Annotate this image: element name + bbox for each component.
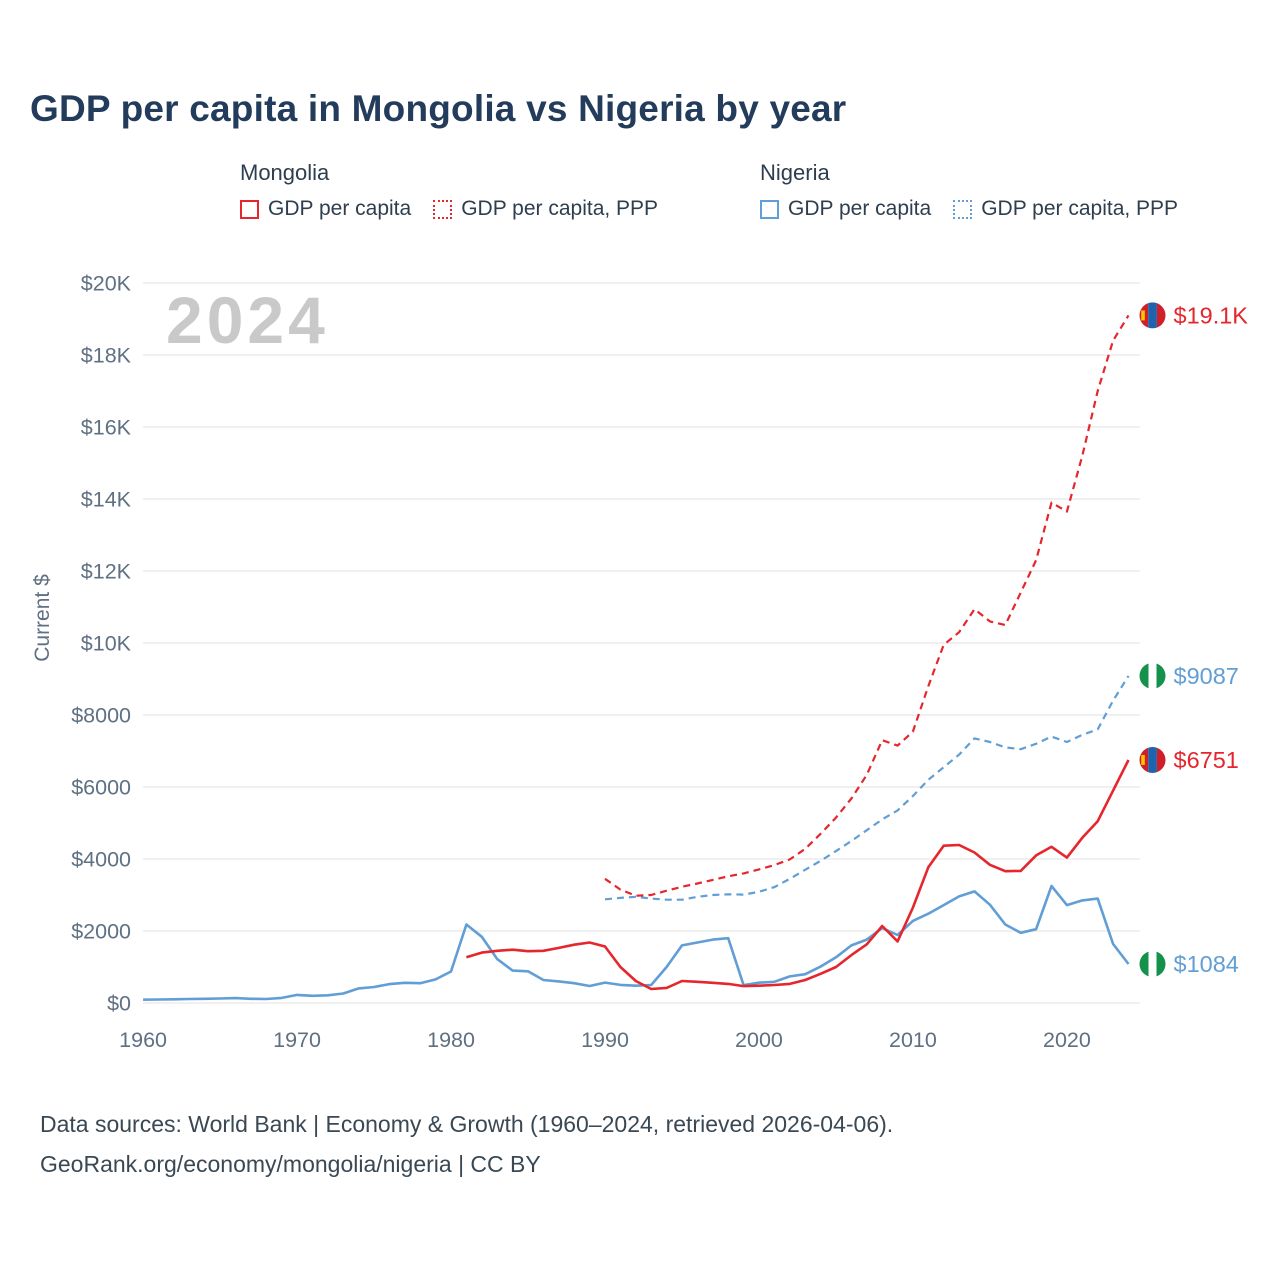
x-tick-label: 1990 xyxy=(581,1028,629,1052)
x-axis-tick-labels: 1960 1970 1980 1990 2000 2010 2020 xyxy=(119,1028,1091,1052)
legend-item: GDP per capita, PPP xyxy=(433,197,658,221)
y-tick-label: $0 xyxy=(107,992,131,1016)
nigeria-flag-icon xyxy=(1139,662,1166,689)
line-chart: $0 $2000 $4000 $6000 $8000 $10K $12K $14K $16K $1… xyxy=(71,272,1249,1053)
legend-item: GDP per capita xyxy=(760,197,931,221)
y-tick-label: $14K xyxy=(81,488,132,512)
y-tick-label: $8000 xyxy=(71,704,131,728)
end-value-label: $19.1K xyxy=(1174,302,1249,328)
series-line xyxy=(604,675,1130,901)
y-tick-label: $16K xyxy=(81,416,132,440)
legend-group-mongolia: Mongolia GDP per capita GDP per capita, … xyxy=(240,160,658,221)
attribution-line: GeoRank.org/economy/mongolia/nigeria | C… xyxy=(40,1151,541,1177)
dotted-line-swatch-icon xyxy=(953,199,973,219)
x-tick-label: 1980 xyxy=(427,1028,475,1052)
y-tick-label: $2000 xyxy=(71,920,131,944)
nigeria-flag-icon xyxy=(1139,950,1166,977)
legend-item: GDP per capita, PPP xyxy=(953,197,1178,221)
footer: Data sources: World Bank | Economy & Gro… xyxy=(40,1104,893,1184)
y-tick-label: $10K xyxy=(81,632,132,656)
series-line xyxy=(466,759,1130,991)
legend-country-label: Nigeria xyxy=(760,160,830,185)
x-tick-label: 2000 xyxy=(735,1028,783,1052)
legend-item-label: GDP per capita xyxy=(788,197,932,220)
end-value-label: $1084 xyxy=(1174,951,1239,977)
dotted-line-swatch-icon xyxy=(433,199,453,219)
y-tick-label: $12K xyxy=(81,560,132,584)
series-line xyxy=(143,884,1130,1001)
legend-item: GDP per capita xyxy=(240,197,411,221)
end-value-label: $6751 xyxy=(1174,747,1239,773)
solid-line-swatch-icon xyxy=(240,199,259,219)
y-axis-tick-labels: $0 $2000 $4000 $6000 $8000 $10K $12K $14K $16K $1… xyxy=(71,272,131,1016)
y-tick-label: $18K xyxy=(81,344,132,368)
x-tick-label: 1960 xyxy=(119,1028,167,1052)
mongolia-flag-icon xyxy=(1139,302,1166,329)
year-watermark: 2024 xyxy=(166,283,329,357)
x-tick-label: 2010 xyxy=(889,1028,937,1052)
series-line xyxy=(604,314,1130,897)
x-tick-label: 1970 xyxy=(273,1028,321,1052)
legend-item-label: GDP per capita xyxy=(268,197,412,220)
y-tick-label: $20K xyxy=(81,272,132,296)
x-tick-label: 2020 xyxy=(1043,1028,1091,1052)
gridlines xyxy=(143,282,1140,1004)
end-labels: $9087 $19.1K $1084 $6751 xyxy=(1139,302,1249,977)
legend-country-label: Mongolia xyxy=(240,160,330,185)
solid-line-swatch-icon xyxy=(760,199,779,219)
end-value-label: $9087 xyxy=(1174,663,1239,689)
mongolia-flag-icon xyxy=(1139,746,1166,773)
legend-item-label: GDP per capita, PPP xyxy=(461,197,659,220)
y-tick-label: $4000 xyxy=(71,848,131,872)
legend-group-nigeria: Nigeria GDP per capita GDP per capita, P… xyxy=(760,160,1178,221)
legend-item-label: GDP per capita, PPP xyxy=(981,197,1179,220)
data-sources-line: Data sources: World Bank | Economy & Gro… xyxy=(40,1111,894,1137)
chart-title: GDP per capita in Mongolia vs Nigeria by… xyxy=(30,88,847,129)
y-tick-label: $6000 xyxy=(71,776,131,800)
series-lines xyxy=(143,314,1130,1001)
